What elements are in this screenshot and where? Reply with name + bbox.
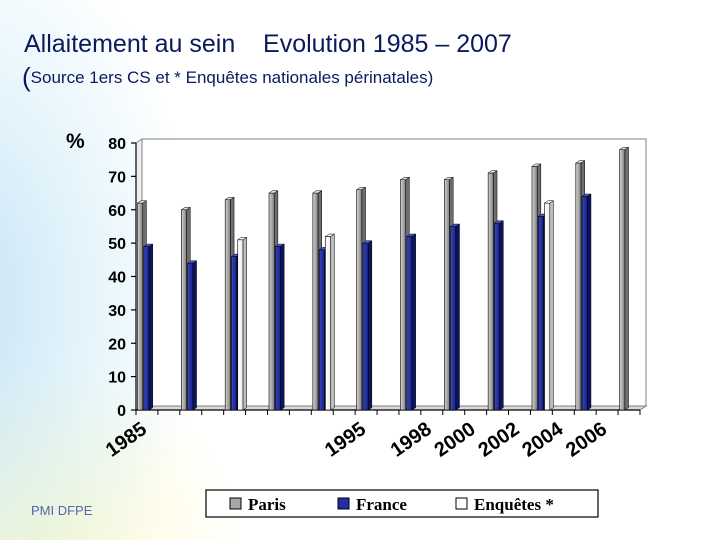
bar-france-2001 (493, 220, 505, 411)
bar-enqutes-1993 (324, 233, 336, 411)
x-tick-label: 1995 (321, 418, 370, 462)
y-axis-unit: % (66, 130, 85, 153)
y-tick-label: 30 (108, 303, 126, 320)
legend-item-enqutes: Enquêtes * (455, 495, 554, 514)
y-tick-label: 60 (108, 203, 126, 220)
x-tick-label: 2006 (562, 418, 611, 462)
x-tick-label: 1998 (387, 418, 436, 462)
bar-france-1997 (405, 233, 417, 411)
bar-france-1991 (274, 243, 286, 411)
y-tick-label: 20 (108, 336, 126, 353)
bar-france-1999 (449, 223, 461, 411)
legend-swatch (337, 497, 350, 510)
legend-swatch (455, 497, 468, 510)
bar-france-2005 (581, 193, 592, 411)
legend-label: France (356, 495, 407, 514)
y-tick-label: 80 (108, 136, 126, 153)
x-tick-label: 2002 (474, 418, 523, 462)
y-tick-label: 70 (108, 169, 126, 186)
bar-enqutes-1989 (236, 236, 248, 411)
subtitle-open-paren: ( (22, 62, 31, 92)
legend-item-paris: Paris (229, 495, 286, 514)
bar-france-1995 (362, 240, 373, 411)
y-tick-label: 50 (108, 236, 126, 253)
y-tick-label: 10 (108, 370, 126, 387)
bar-paris-2007 (618, 146, 630, 411)
slide-title: Allaitement au sein Evolution 1985 – 200… (24, 30, 512, 58)
footer-label: PMI DFPE (31, 503, 93, 518)
legend-label: Enquêtes * (474, 495, 554, 514)
bar-enqutes-2003 (543, 200, 555, 411)
chart-legend: Paris France Enquêtes * (205, 489, 599, 518)
y-tick-label: 40 (108, 270, 126, 287)
bar-france-1985 (142, 243, 154, 411)
x-tick-label: 2000 (431, 418, 480, 462)
legend-item-france: France (337, 495, 407, 514)
legend-label: Paris (248, 495, 286, 514)
x-tick-label: 1985 (102, 418, 151, 462)
legend-swatch (229, 497, 242, 510)
x-tick-label: 2004 (518, 418, 568, 462)
legend-box (205, 489, 599, 518)
subtitle-text: Source 1ers CS et * Enquêtes nationales … (30, 68, 434, 87)
plot-back-wall (141, 138, 647, 407)
y-tick-label: 0 (117, 403, 126, 420)
bar-france-1987 (186, 260, 198, 411)
slide-subtitle: (Source 1ers CS et * Enquêtes nationales… (22, 62, 433, 93)
